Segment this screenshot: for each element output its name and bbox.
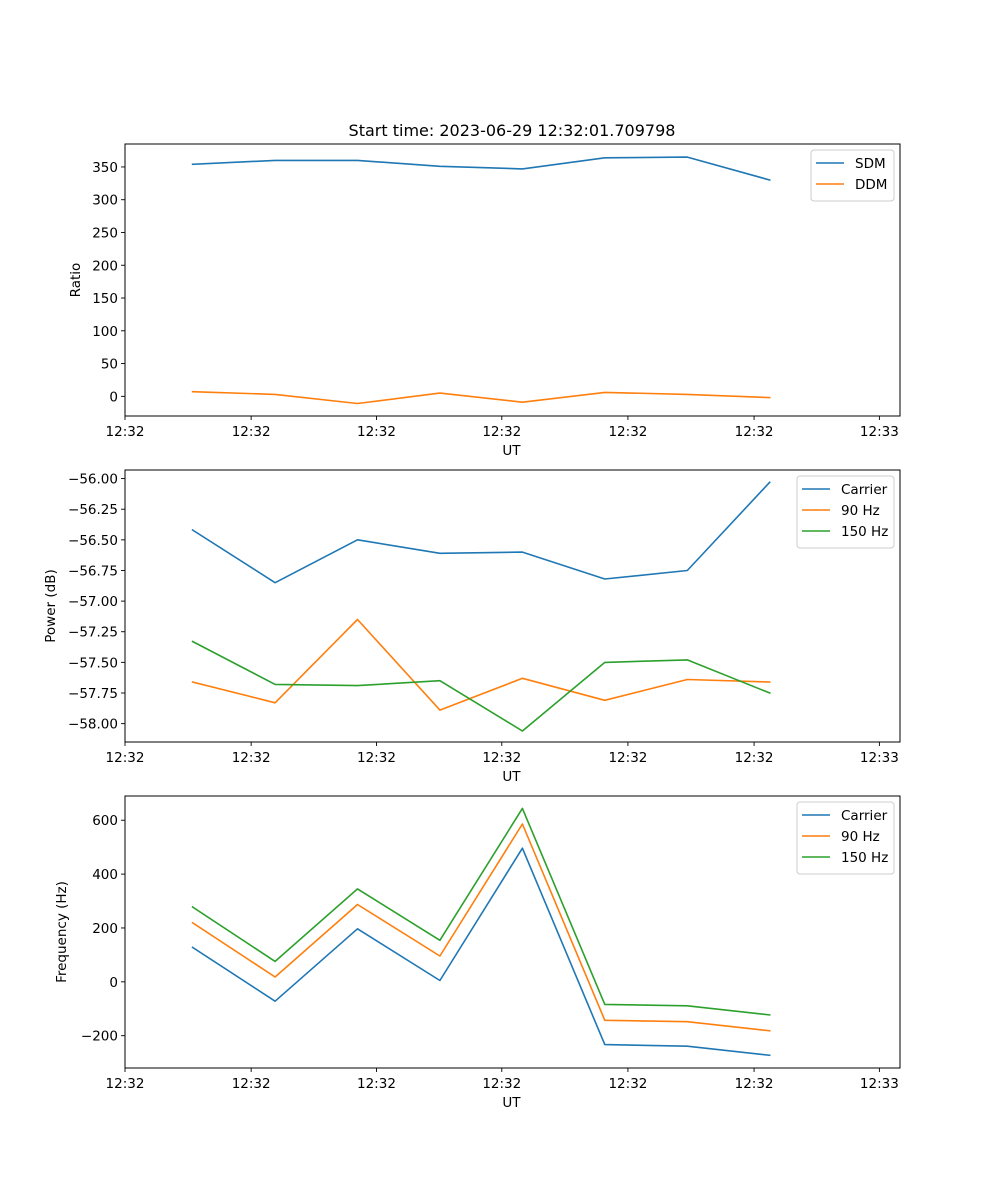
- ratio-axes-frame: [124, 143, 901, 417]
- power-x-tick-label: 12:33: [860, 750, 899, 766]
- ratio-series-line-ddm: [191, 390, 771, 405]
- ratio-x-tick-label: 12:33: [860, 424, 899, 440]
- power-legend-box: [796, 475, 895, 549]
- frequency-legend-label-150-hz: 150 Hz: [841, 850, 888, 866]
- power-series-line-90-hz: [191, 618, 771, 711]
- frequency-x-tick-label: 12:32: [482, 1076, 521, 1092]
- power-panel: 12:32 12:32 12:32 12:32 12:32 12:32 12:33 −56.0…: [43, 469, 901, 785]
- power-y-tick-label: −56.50: [68, 533, 118, 549]
- frequency-x-tick-label: 12:32: [608, 1076, 647, 1092]
- power-legend: Carrier 90 Hz 150 Hz: [796, 475, 895, 549]
- power-x-tick-label: 12:32: [735, 750, 774, 766]
- frequency-y-tick-label: 400: [92, 867, 118, 883]
- power-y-tick-label: −56.25: [68, 502, 118, 518]
- ratio-x-tick-label: 12:32: [482, 424, 521, 440]
- power-y-tick-label: −57.75: [68, 686, 118, 702]
- ratio-x-tick-label: 12:32: [106, 424, 145, 440]
- frequency-series-line-150-hz: [191, 807, 771, 1016]
- power-x-axis-label: UT: [502, 769, 521, 785]
- power-x-tick-label: 12:32: [232, 750, 271, 766]
- power-axes-frame: [124, 469, 901, 743]
- frequency-series-line-carrier: [191, 847, 771, 1057]
- ratio-legend: SDM DDM: [810, 149, 895, 202]
- frequency-x-tick-label: 12:32: [735, 1076, 774, 1092]
- frequency-y-tick-label: 0: [109, 975, 118, 991]
- frequency-y-tick-label: 200: [92, 921, 118, 937]
- frequency-x-tick-label: 12:32: [232, 1076, 271, 1092]
- frequency-legend: Carrier 90 Hz 150 Hz: [796, 801, 895, 875]
- frequency-y-tick-label: 600: [92, 813, 118, 829]
- power-x-tick-label: 12:32: [608, 750, 647, 766]
- ratio-y-axis-label: Ratio: [68, 263, 84, 298]
- ratio-y-tick-label: 100: [92, 324, 118, 340]
- power-y-tick-label: −57.50: [68, 655, 118, 671]
- power-x-tick-label: 12:32: [357, 750, 396, 766]
- frequency-axes-frame: [124, 795, 901, 1069]
- power-y-tick-label: −56.00: [68, 472, 118, 488]
- ratio-x-tick-label: 12:32: [735, 424, 774, 440]
- ratio-y-tick-label: 300: [92, 193, 118, 209]
- power-legend-label-carrier: Carrier: [841, 482, 888, 498]
- ratio-legend-label-sdm: SDM: [855, 156, 886, 172]
- ratio-series-line-sdm: [191, 156, 771, 181]
- ratio-y-tick-label: 200: [92, 258, 118, 274]
- ratio-legend-label-ddm: DDM: [855, 177, 887, 193]
- frequency-y-axis-label: Frequency (Hz): [54, 881, 70, 983]
- power-x-tick-label: 12:32: [106, 750, 145, 766]
- power-series-line-150-hz: [191, 640, 771, 732]
- chart-title: Start time: 2023-06-29 12:32:01.709798: [349, 121, 676, 140]
- power-series-line-carrier: [191, 481, 771, 584]
- ratio-y-tick-label: 350: [92, 160, 118, 176]
- power-y-tick-label: −57.00: [68, 594, 118, 610]
- power-y-tick-label: −56.75: [68, 563, 118, 579]
- power-y-axis-label: Power (dB): [43, 569, 59, 642]
- frequency-x-tick-label: 12:32: [106, 1076, 145, 1092]
- frequency-legend-box: [796, 801, 895, 875]
- ratio-x-tick-label: 12:32: [232, 424, 271, 440]
- ratio-x-tick-label: 12:32: [608, 424, 647, 440]
- frequency-legend-label-carrier: Carrier: [841, 808, 888, 824]
- ratio-y-tick-label: 0: [109, 389, 118, 405]
- frequency-series-line-90-hz: [191, 823, 771, 1032]
- ratio-y-tick-label: 250: [92, 225, 118, 241]
- power-x-tick-label: 12:32: [482, 750, 521, 766]
- ratio-y-tick-label: 50: [101, 357, 118, 373]
- frequency-x-tick-label: 12:32: [357, 1076, 396, 1092]
- ratio-panel: 12:32 12:32 12:32 12:32 12:32 12:32 12:33 0 50 10…: [68, 143, 901, 459]
- power-legend-label-150-hz: 150 Hz: [841, 524, 888, 540]
- power-legend-label-90-hz: 90 Hz: [841, 503, 880, 519]
- frequency-y-tick-label: −200: [81, 1029, 118, 1045]
- power-y-tick-label: −58.00: [68, 717, 118, 733]
- ratio-x-tick-label: 12:32: [357, 424, 396, 440]
- frequency-panel: 12:32 12:32 12:32 12:32 12:32 12:32 12:33 −200 0…: [54, 795, 901, 1111]
- frequency-legend-label-90-hz: 90 Hz: [841, 829, 880, 845]
- ratio-y-tick-label: 150: [92, 291, 118, 307]
- ratio-x-axis-label: UT: [502, 443, 521, 459]
- frequency-x-axis-label: UT: [502, 1095, 521, 1111]
- power-y-tick-label: −57.25: [68, 625, 118, 641]
- frequency-x-tick-label: 12:33: [860, 1076, 899, 1092]
